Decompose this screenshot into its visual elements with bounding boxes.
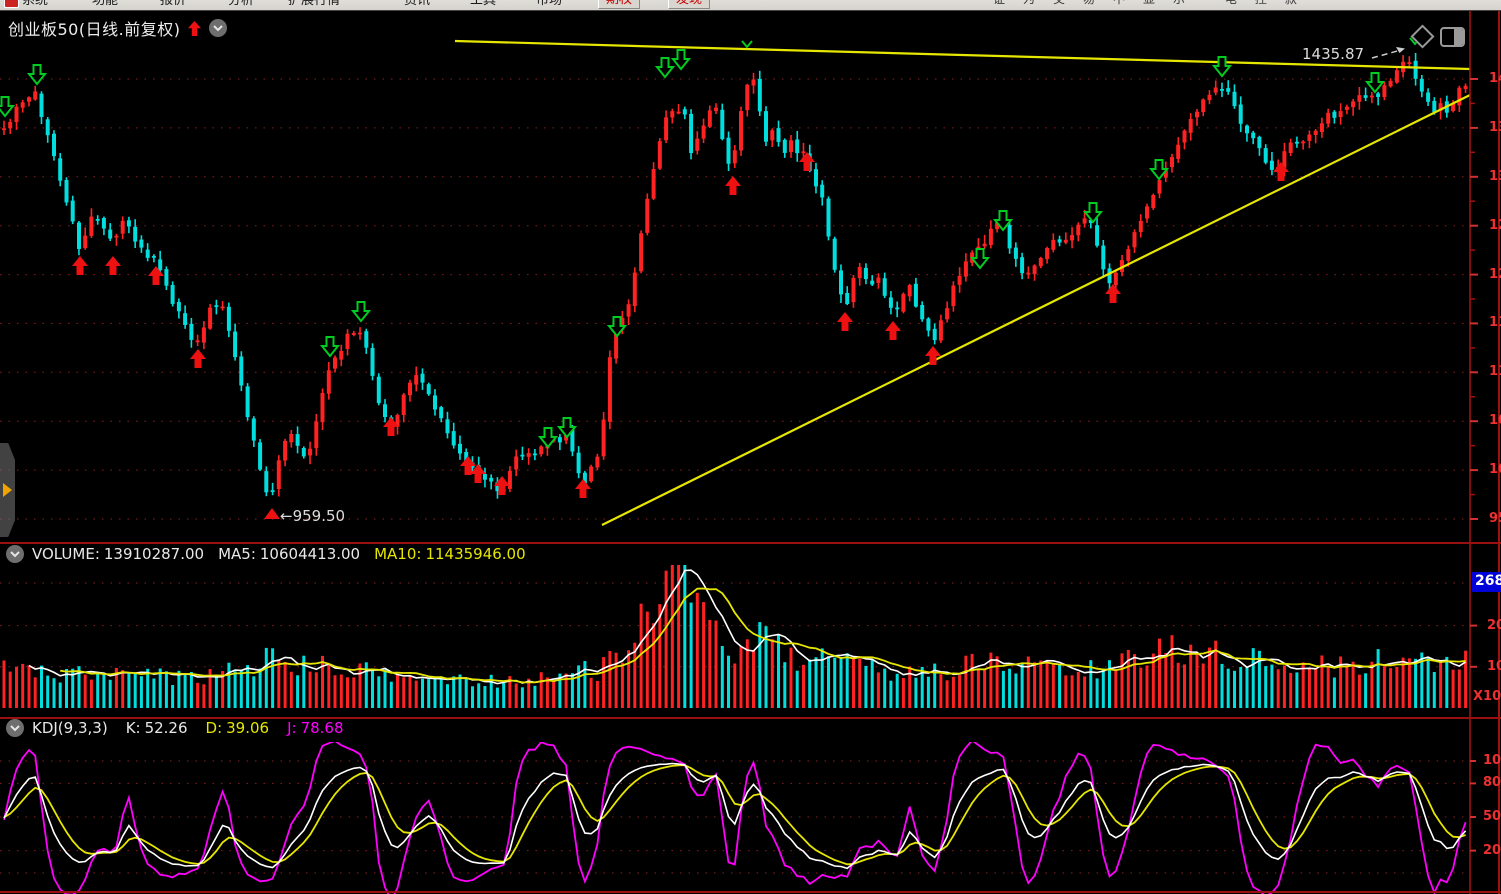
- kdj-header: KDJ(9,3,3) K: 52.26 D: 39.06 J: 78.68: [6, 719, 344, 737]
- chart-title-row: 创业板50(日线.前复权): [8, 16, 228, 40]
- kdj-label: KDJ(9,3,3): [32, 719, 108, 737]
- app-logo-icon: [4, 0, 19, 8]
- main-axis-label: 1200: [1489, 266, 1501, 282]
- main-axis-label: 1350: [1489, 119, 1501, 135]
- menu-item-6[interactable]: 资讯: [404, 0, 431, 8]
- volume-max-badge: 268: [1472, 572, 1501, 592]
- main-axis-label: 1400: [1489, 71, 1501, 86]
- collapse-kdj-pane-button[interactable]: [6, 719, 24, 737]
- ma5-label: MA5:: [218, 545, 256, 563]
- volume-multiplier-label: X10000: [1473, 689, 1501, 704]
- bottom-border: [0, 891, 1501, 893]
- menu-item-highlight-1[interactable]: 期权: [598, 0, 641, 9]
- kdj-axis-label: 80: [1483, 775, 1501, 791]
- kdj-k-label: K:: [125, 719, 141, 737]
- kdj-axis-label: 20: [1483, 842, 1501, 858]
- volume-header: VOLUME: 13910287.00 MA5: 10604413.00 MA1…: [6, 545, 526, 563]
- high-annotation-arrow: [1371, 47, 1405, 59]
- kdj-d-label: D:: [205, 719, 223, 737]
- ma10-value: 11435946.00: [425, 545, 526, 563]
- kdj-gridlines: [0, 760, 1470, 874]
- low-price-annotation: ←959.50: [280, 507, 346, 525]
- menu-item-3[interactable]: 报价: [160, 0, 187, 8]
- axis-frame: [1469, 11, 1500, 894]
- menu-item-2[interactable]: 功能: [92, 0, 119, 8]
- volume-axis-label: 20: [1487, 617, 1501, 633]
- high-price-annotation: 1435.87: [1302, 45, 1365, 63]
- volume-bars: [2, 565, 1468, 708]
- main-axis-label: 950: [1489, 511, 1501, 526]
- main-gridlines: [0, 78, 1470, 520]
- volume-axis-label: 10: [1487, 658, 1501, 674]
- main-axis-label: 1300: [1489, 168, 1501, 184]
- menu-item-8[interactable]: 市场: [536, 0, 563, 8]
- volume-value: 13910287.00: [103, 545, 205, 563]
- collapse-main-pane-button[interactable]: [209, 19, 228, 37]
- menu-separator: [0, 10, 1501, 11]
- candles: [2, 53, 1468, 499]
- volume-ma5-line: [28, 569, 1467, 685]
- menu-item-5[interactable]: 扩展行情: [288, 0, 341, 8]
- panel-toggle-icon[interactable]: [1440, 27, 1465, 47]
- main-axis-label: 1100: [1489, 364, 1501, 380]
- up-arrow-icon: [188, 20, 202, 36]
- kdj-d-value: 39.06: [226, 719, 270, 737]
- kdj-d-line: [3, 764, 1466, 866]
- menu-item-highlight-2[interactable]: 发现: [668, 0, 711, 9]
- volume-label: VOLUME:: [32, 545, 100, 563]
- buy-signal-arrows: [72, 152, 1289, 498]
- kdj-axis-label: 50: [1483, 809, 1501, 824]
- kdj-j-line: [3, 742, 1467, 894]
- menu-item-1[interactable]: 系统: [22, 0, 49, 8]
- kdj-j-label: J:: [287, 719, 297, 737]
- sidebar-expand-handle[interactable]: [0, 443, 15, 537]
- main-axis-label: 1000: [1489, 462, 1501, 478]
- kdj-pane-separator: [0, 717, 1501, 719]
- kdj-k-value: 52.26: [144, 719, 188, 737]
- main-axis-label: 1150: [1489, 315, 1501, 331]
- volume-pane-separator: [0, 542, 1501, 544]
- volume-gridlines: [0, 582, 1470, 668]
- sell-signal-arrows: [0, 49, 1386, 449]
- collapse-volume-pane-button[interactable]: [6, 545, 24, 563]
- menu-item-7[interactable]: 工具: [470, 0, 497, 8]
- kdj-k-line: [3, 762, 1467, 870]
- menu-status-text: 证为交易不显示 电控款--: [993, 0, 1359, 7]
- low-marker-triangle: [264, 508, 280, 519]
- volume-ma10-line: [60, 587, 1466, 684]
- ma5-value: 10604413.00: [259, 545, 361, 563]
- chart-title: 创业板50(日线.前复权): [8, 20, 181, 39]
- main-axis-label: 1250: [1489, 217, 1501, 233]
- expand-arrow-icon: [3, 483, 12, 497]
- ma10-label: MA10:: [374, 545, 422, 563]
- kdj-axis-label: 100: [1483, 753, 1501, 768]
- menu-item-4[interactable]: 分析: [228, 0, 255, 8]
- trendlines: [454, 39, 1471, 526]
- kdj-j-value: 78.68: [300, 719, 344, 737]
- main-axis-label: 1050: [1489, 413, 1501, 429]
